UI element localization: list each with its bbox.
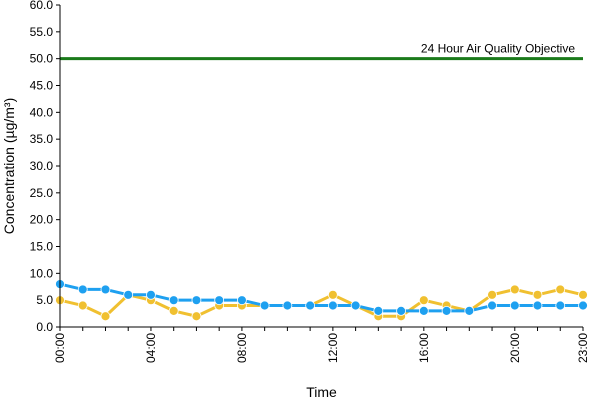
data-point: [532, 289, 543, 300]
x-tick-label: 08:00: [235, 333, 249, 363]
series-group: [55, 279, 588, 322]
data-point: [487, 300, 497, 311]
data-point: [168, 305, 179, 316]
y-axis-ticks: 0.0 5.0 10.0 15.0 20.0 25.0 30.0 35.0 40.0 45.0 50…: [30, 0, 60, 334]
data-point: [578, 300, 588, 311]
x-tick-label: 23:00: [576, 333, 590, 363]
y-axis-title: Concentration (µg/m³): [1, 98, 17, 234]
data-point: [555, 300, 566, 311]
data-point: [282, 300, 293, 311]
data-point: [464, 305, 475, 316]
y-tick-label: 0.0: [36, 320, 53, 334]
data-point: [555, 284, 566, 295]
data-point: [327, 300, 338, 311]
data-point: [100, 311, 111, 322]
x-tick-label: 12:00: [326, 333, 340, 363]
data-point: [77, 284, 88, 295]
data-point: [396, 305, 406, 316]
y-tick-label: 40.0: [30, 105, 54, 119]
data-point: [509, 300, 520, 311]
y-tick-label: 35.0: [30, 132, 54, 146]
data-point: [487, 289, 497, 300]
x-tick-label: 04:00: [144, 333, 158, 363]
y-tick-label: 45.0: [30, 79, 54, 93]
y-tick-label: 10.0: [30, 266, 54, 280]
data-point: [373, 305, 384, 316]
y-tick-label: 25.0: [30, 186, 54, 200]
data-point: [441, 305, 452, 316]
data-point: [418, 305, 429, 316]
data-point: [191, 295, 202, 306]
data-point: [77, 300, 88, 311]
data-point: [350, 300, 361, 311]
data-point: [214, 295, 225, 306]
data-point: [146, 289, 156, 300]
y-tick-label: 30.0: [30, 159, 54, 173]
data-point: [191, 311, 202, 322]
data-point: [327, 289, 338, 300]
data-point: [123, 289, 134, 300]
x-tick-label: 00:00: [53, 333, 67, 363]
data-point: [578, 289, 588, 300]
series-1: [55, 284, 588, 322]
x-tick-label: 16:00: [417, 333, 431, 363]
x-axis-title: Time: [306, 384, 337, 400]
data-point: [509, 284, 520, 295]
y-tick-label: 5.0: [36, 293, 53, 307]
reference-line-group: 24 Hour Air Quality Objective: [60, 42, 583, 61]
data-point: [168, 295, 179, 306]
data-point: [237, 295, 247, 306]
y-tick-label: 15.0: [30, 240, 54, 254]
y-tick-label: 50.0: [30, 52, 54, 66]
data-point: [100, 284, 111, 295]
data-point: [532, 300, 543, 311]
y-tick-label: 55.0: [30, 25, 54, 39]
data-point: [259, 300, 270, 311]
reference-line-label: 24 Hour Air Quality Objective: [421, 42, 575, 56]
data-point: [418, 295, 429, 306]
y-tick-label: 60.0: [30, 0, 54, 12]
y-tick-label: 20.0: [30, 213, 54, 227]
x-tick-label: 20:00: [508, 333, 522, 363]
data-point: [305, 300, 316, 311]
x-axis-ticks: 00:00 04:00 08:00 12:00 16:00 20:00 23:00: [53, 327, 590, 363]
series-2: [55, 279, 588, 316]
